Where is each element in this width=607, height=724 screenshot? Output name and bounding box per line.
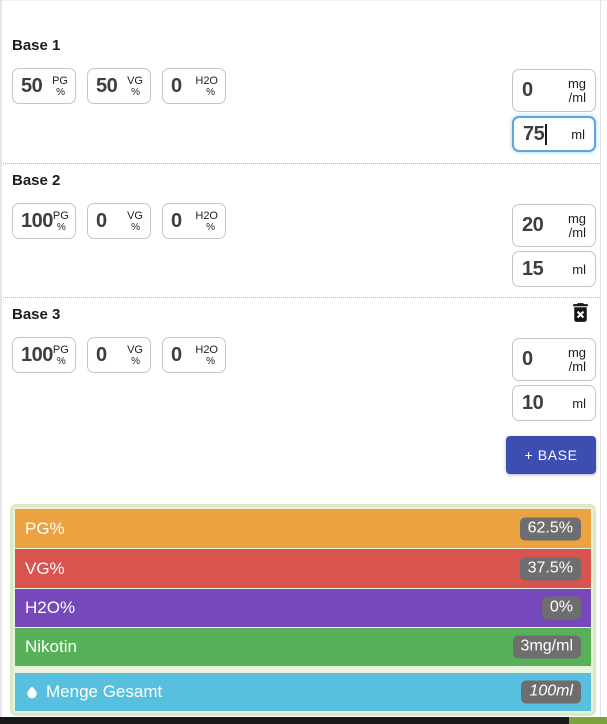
result-bar-h2o: H2O% 0%: [15, 589, 591, 627]
ml-unit: ml: [571, 126, 585, 142]
vg-percent-unit: VG %: [127, 209, 143, 233]
result-label-total-amount: Menge Gesamt: [25, 682, 162, 702]
base-1-title: Base 1: [12, 37, 61, 54]
add-base-button[interactable]: + BASE: [506, 436, 596, 474]
result-value-nicotine: 3mg/ml: [512, 635, 581, 659]
result-label-vg: VG%: [25, 558, 65, 578]
ml-unit: ml: [572, 261, 586, 277]
base-2-vg-value: 0: [96, 209, 107, 232]
result-label-pg: PG%: [25, 518, 65, 538]
base-2-nicotine-input[interactable]: 20 mg /ml: [512, 204, 596, 247]
base-1-amount-wrap: 75: [523, 122, 548, 146]
base-1-pg-input[interactable]: 50 PG %: [12, 68, 76, 104]
base-2-percent-row: 100 PG % 0 VG % 0 H2O %: [12, 203, 226, 239]
base-3-percent-row: 100 PG % 0 VG % 0 H2O %: [12, 337, 226, 373]
base-2-h2o-input[interactable]: 0 H2O %: [162, 203, 226, 239]
base-3-pg-value: 100: [21, 343, 53, 366]
results-panel: PG% 62.5% VG% 37.5% H2O% 0% Nikotin 3mg/…: [10, 504, 596, 716]
pg-percent-unit: PG %: [52, 209, 69, 233]
result-value-h2o: 0%: [541, 596, 581, 620]
base-3-amount-value: 10: [522, 391, 544, 414]
base-2-right-column: 20 mg /ml 15 ml: [512, 204, 596, 287]
section-divider: [3, 163, 600, 164]
ml-unit: ml: [572, 395, 586, 411]
base-2-section: Base 2 100 PG % 0 VG % 0 H2O %: [12, 172, 596, 302]
result-bar-total-amount: Menge Gesamt 100ml: [15, 673, 591, 711]
base-2-vg-input[interactable]: 0 VG %: [87, 203, 151, 239]
base-1-right-column: 0 mg /ml 75 ml: [512, 69, 596, 152]
base-3-nicotine-input[interactable]: 0 mg /ml: [512, 338, 596, 381]
base-1-h2o-value: 0: [171, 74, 182, 97]
top-border: [0, 0, 607, 1]
base-1-amount-value: 75: [523, 122, 545, 145]
result-bar-nicotine: Nikotin 3mg/ml: [15, 628, 591, 666]
base-1-percent-row: 50 PG % 50 VG % 0 H2O %: [12, 68, 226, 104]
pg-percent-unit: PG %: [52, 343, 69, 367]
page-right-border: [600, 0, 601, 717]
result-label-h2o: H2O%: [25, 598, 76, 617]
base-3-right-column: 0 mg /ml 10 ml: [512, 338, 596, 421]
base-3-vg-value: 0: [96, 343, 107, 366]
mg-per-ml-unit: mg /ml: [567, 75, 586, 105]
base-3-h2o-input[interactable]: 0 H2O %: [162, 337, 226, 373]
base-2-amount-input[interactable]: 15 ml: [512, 251, 596, 287]
base-3-amount-input[interactable]: 10 ml: [512, 385, 596, 421]
droplet-icon: [27, 686, 37, 698]
base-1-pg-value: 50: [21, 74, 43, 97]
base-3-h2o-value: 0: [171, 343, 182, 366]
base-2-title: Base 2: [12, 172, 61, 189]
base-1-amount-input[interactable]: 75 ml: [512, 116, 596, 152]
base-1-vg-value: 50: [96, 74, 118, 97]
result-bar-vg: VG% 37.5%: [15, 549, 591, 588]
footer-dark-bar: [0, 717, 569, 724]
h2o-percent-unit: H2O %: [195, 74, 218, 98]
base-2-h2o-value: 0: [171, 209, 182, 232]
base-3-vg-input[interactable]: 0 VG %: [87, 337, 151, 373]
vg-percent-unit: VG %: [127, 74, 143, 98]
text-caret: [545, 123, 548, 145]
h2o-percent-unit: H2O %: [195, 209, 218, 233]
result-value-total-amount: 100ml: [521, 680, 581, 704]
vg-percent-unit: VG %: [127, 343, 143, 367]
base-1-vg-input[interactable]: 50 VG %: [87, 68, 151, 104]
base-3-section: Base 3 100 PG % 0 VG % 0: [12, 303, 596, 436]
section-divider: [3, 297, 600, 298]
page-left-border: [0, 0, 2, 717]
base-1-nicotine-input[interactable]: 0 mg /ml: [512, 69, 596, 112]
mg-per-ml-unit: mg /ml: [567, 210, 586, 240]
trash-x-icon: [573, 303, 588, 322]
base-2-pg-value: 100: [21, 209, 53, 232]
base-1-h2o-input[interactable]: 0 H2O %: [162, 68, 226, 104]
base-2-nicotine-value: 20: [522, 214, 544, 236]
base-3-nicotine-value: 0: [522, 348, 533, 370]
base-1-nicotine-value: 0: [522, 79, 533, 101]
footer-green-accent: [569, 717, 607, 724]
delete-base-button[interactable]: [568, 300, 593, 325]
pg-percent-unit: PG %: [52, 74, 68, 98]
result-value-pg: 62.5%: [519, 517, 581, 540]
mg-per-ml-unit: mg /ml: [567, 344, 586, 374]
base-1-section: Base 1 50 PG % 50 VG % 0 H2O %: [12, 37, 596, 167]
base-3-title: Base 3: [12, 306, 61, 323]
base-3-pg-input[interactable]: 100 PG %: [12, 337, 76, 373]
result-bar-pg: PG% 62.5%: [15, 509, 591, 548]
result-label-nicotine: Nikotin: [25, 637, 77, 656]
h2o-percent-unit: H2O %: [195, 343, 218, 367]
base-2-pg-input[interactable]: 100 PG %: [12, 203, 76, 239]
base-2-amount-value: 15: [522, 257, 544, 280]
result-value-vg: 37.5%: [519, 557, 581, 580]
